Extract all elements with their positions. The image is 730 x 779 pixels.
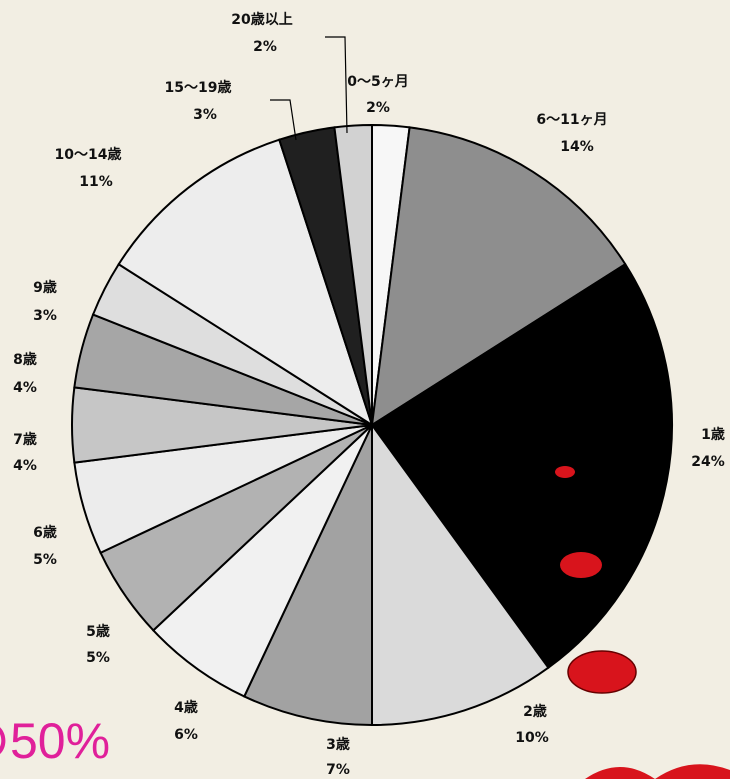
page: {"chart_data": {"type": "pie", "categori… (0, 0, 730, 779)
chart: の50% 0～5ヶ月 2% 6～11ヶ月 14% 1歳 24% 2歳 10% 3歳 7% 4歳 6% 5… (0, 0, 730, 779)
value-label: 5% (33, 552, 57, 568)
slice-label: 20歳以上 (231, 11, 292, 28)
slice-label: 7歳 (13, 431, 37, 448)
slice-label: 6～11ヶ月 (536, 112, 607, 128)
slice-label: 4歳 (174, 699, 198, 716)
value-label: 2% (366, 100, 390, 116)
value-label: 4% (13, 380, 37, 396)
slice-label: 1歳 (701, 426, 725, 443)
value-label: 3% (193, 107, 217, 123)
slice-label: 8歳 (13, 351, 37, 368)
value-label: 3% (33, 308, 57, 324)
value-label: 7% (326, 762, 350, 778)
value-label: 10% (515, 730, 549, 746)
slice-label: 15～19歳 (165, 79, 232, 96)
value-label: 5% (86, 650, 110, 666)
decoration (555, 466, 575, 478)
value-label: 24% (691, 454, 725, 470)
decoration (560, 552, 602, 578)
value-label: 6% (174, 727, 198, 743)
slice-label: 9歳 (33, 279, 57, 296)
slice-label: 5歳 (86, 623, 110, 640)
slice-label: 0～5ヶ月 (347, 74, 408, 90)
decoration (568, 651, 636, 693)
slice-label: 3歳 (326, 736, 350, 753)
value-label: 4% (13, 458, 37, 474)
annotation: の50% (0, 713, 110, 769)
pie (72, 125, 672, 725)
slice-label: 6歳 (33, 524, 57, 541)
value-label: 11% (79, 174, 113, 190)
value-label: 14% (560, 139, 594, 155)
value-label: 2% (253, 39, 277, 55)
slice-label: 10～14歳 (55, 146, 122, 163)
slice-label: 2歳 (523, 703, 547, 720)
